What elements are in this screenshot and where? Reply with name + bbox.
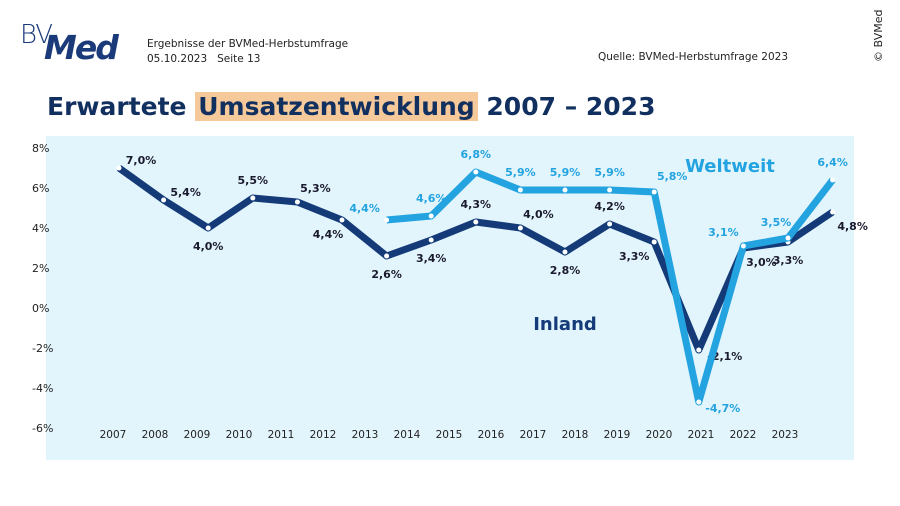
data-label: 4,4% (313, 228, 344, 241)
data-point (205, 225, 211, 231)
data-label: 3,5% (761, 216, 792, 229)
data-label: 4,8% (837, 220, 868, 233)
x-tick-label: 2021 (688, 429, 715, 441)
data-point (830, 177, 836, 183)
data-label: 4,6% (416, 192, 447, 205)
data-point (696, 399, 702, 405)
data-label: 3,0% (746, 256, 777, 269)
title-highlight: Umsatzentwicklung (195, 92, 478, 121)
data-point (116, 165, 122, 171)
x-tick-label: 2023 (772, 429, 799, 441)
x-tick-label: 2011 (268, 429, 295, 441)
x-tick-label: 2015 (436, 429, 463, 441)
data-point (339, 217, 345, 223)
data-point (562, 187, 568, 193)
bvmed-logo: BV Med (20, 20, 119, 67)
data-label: 4,0% (523, 208, 554, 221)
data-label: 5,4% (170, 186, 201, 199)
data-label: 5,3% (300, 182, 331, 195)
data-label: 5,9% (594, 166, 625, 179)
y-tick-label: 6% (32, 182, 49, 195)
data-point (830, 209, 836, 215)
x-tick-label: 2022 (730, 429, 757, 441)
y-tick-label: -2% (32, 342, 53, 355)
x-tick-label: 2013 (352, 429, 379, 441)
x-tick-label: 2017 (520, 429, 547, 441)
data-label: 3,3% (619, 250, 650, 263)
data-point (740, 243, 746, 249)
data-point (651, 239, 657, 245)
x-tick-label: 2008 (142, 429, 169, 441)
data-point (250, 195, 256, 201)
data-point (562, 249, 568, 255)
data-label: 3,4% (416, 252, 447, 265)
data-label: 5,9% (550, 166, 581, 179)
x-tick-label: 2010 (226, 429, 253, 441)
data-point (161, 197, 167, 203)
data-label: 2,8% (550, 264, 581, 277)
x-tick-label: 2012 (310, 429, 337, 441)
data-label: 4,0% (193, 240, 224, 253)
data-label: 3,1% (708, 226, 739, 239)
y-tick-label: 8% (32, 142, 49, 155)
series-label-weltweit: Weltweit (685, 156, 775, 177)
data-point (473, 219, 479, 225)
data-label: 7,0% (126, 154, 157, 167)
page-number: Seite 13 (217, 53, 261, 65)
subtitle: Ergebnisse der BVMed-Herbstumfrage (147, 38, 349, 50)
x-tick-label: 2020 (646, 429, 673, 441)
data-point (651, 189, 657, 195)
page-title: Erwartete Umsatzentwicklung 2007 – 2023 (47, 92, 656, 121)
data-point (428, 237, 434, 243)
data-point (607, 187, 613, 193)
data-point (473, 169, 479, 175)
header-info: Ergebnisse der BVMed-Herbstumfrage 05.10… (147, 37, 348, 67)
x-tick-label: 2014 (394, 429, 421, 441)
data-label: 6,4% (817, 156, 848, 169)
data-label: 4,2% (594, 200, 625, 213)
data-point (517, 187, 523, 193)
x-tick-label: 2007 (100, 429, 127, 441)
y-tick-label: -6% (32, 422, 53, 435)
data-label: 5,8% (657, 170, 688, 183)
data-label: 3,3% (773, 254, 804, 267)
series-label-inland: Inland (533, 314, 597, 335)
data-point (517, 225, 523, 231)
data-label: -4,7% (705, 402, 740, 415)
y-tick-label: 2% (32, 262, 49, 275)
data-point (384, 253, 390, 259)
data-label: 6,8% (461, 148, 492, 161)
data-point (785, 235, 791, 241)
date: 05.10.2023 (147, 53, 208, 65)
y-tick-label: -4% (32, 382, 53, 395)
data-point (428, 213, 434, 219)
data-point (384, 217, 390, 223)
data-point (294, 199, 300, 205)
source-note: Quelle: BVMed-Herbstumfrage 2023 (598, 51, 789, 63)
x-tick-label: 2018 (562, 429, 589, 441)
y-tick-label: 0% (32, 302, 49, 315)
data-point (696, 347, 702, 353)
data-label: 4,3% (461, 198, 492, 211)
x-tick-label: 2019 (604, 429, 631, 441)
data-label: 4,4% (349, 202, 380, 215)
data-label: 2,6% (371, 268, 402, 281)
data-label: 5,9% (505, 166, 536, 179)
y-tick-label: 4% (32, 222, 49, 235)
data-label: 5,5% (238, 174, 269, 187)
x-tick-label: 2009 (184, 429, 211, 441)
data-point (607, 221, 613, 227)
x-tick-label: 2016 (478, 429, 505, 441)
